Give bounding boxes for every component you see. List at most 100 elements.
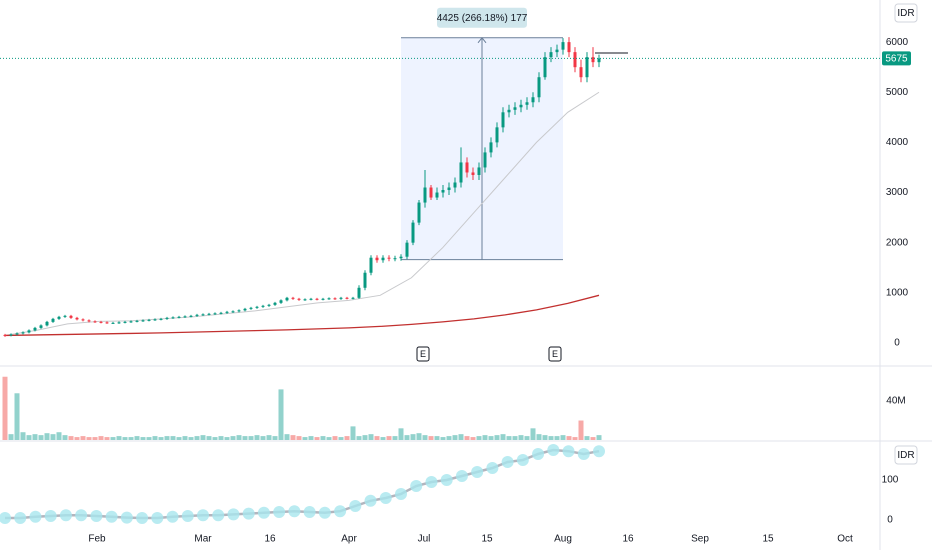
volume-bar bbox=[512, 436, 518, 440]
candle-body bbox=[33, 327, 37, 331]
candle-body bbox=[423, 187, 427, 203]
candle-body bbox=[381, 257, 385, 261]
volume-bar bbox=[212, 437, 218, 440]
currency-box[interactable] bbox=[894, 445, 918, 465]
candle-body bbox=[141, 320, 145, 322]
indicator-tick-label: 100 bbox=[882, 475, 899, 486]
indicator-point bbox=[425, 476, 438, 488]
candle-body bbox=[369, 257, 373, 273]
volume-bar bbox=[260, 436, 266, 440]
candle-body bbox=[387, 257, 391, 259]
candle-body bbox=[279, 300, 283, 303]
volume-bar bbox=[92, 437, 98, 440]
x-tick-label: Oct bbox=[837, 534, 853, 545]
candle-body bbox=[147, 319, 151, 321]
volume-bar bbox=[230, 436, 236, 440]
y-tick-label: 6000 bbox=[886, 37, 909, 48]
candle-body bbox=[57, 316, 61, 319]
candle-body bbox=[429, 187, 433, 198]
candle-body bbox=[525, 102, 529, 105]
candle-body bbox=[357, 287, 361, 298]
volume-bar bbox=[68, 436, 74, 440]
candle-body bbox=[447, 187, 451, 191]
y-tick-label: 1000 bbox=[886, 287, 909, 298]
volume-bar bbox=[428, 436, 434, 440]
candle-body bbox=[573, 52, 577, 68]
candle-body bbox=[63, 315, 67, 317]
candle-body bbox=[585, 57, 589, 78]
volume-bar bbox=[350, 426, 356, 440]
candle-body bbox=[189, 315, 193, 317]
x-tick-label: 16 bbox=[264, 534, 276, 545]
currency-label: IDR bbox=[897, 8, 914, 19]
volume-bar bbox=[26, 435, 32, 440]
volume-bar bbox=[590, 437, 596, 440]
volume-bar bbox=[356, 436, 362, 440]
volume-bar bbox=[290, 435, 296, 440]
volume-bar bbox=[566, 436, 572, 440]
x-tick-label: Feb bbox=[88, 534, 106, 545]
indicator-point bbox=[181, 510, 194, 522]
volume-bar bbox=[206, 436, 212, 440]
candle-body bbox=[495, 127, 499, 143]
candle-body bbox=[375, 257, 379, 261]
candle-body bbox=[195, 314, 199, 316]
candle-body bbox=[453, 182, 457, 188]
candle-body bbox=[309, 298, 313, 300]
moving-average bbox=[4, 294, 600, 337]
volume-bar bbox=[116, 436, 122, 440]
volume-bar bbox=[488, 436, 494, 440]
volume-bar bbox=[326, 437, 332, 440]
y-tick-label: 2000 bbox=[886, 237, 909, 248]
indicator-point bbox=[486, 462, 499, 474]
candle-body bbox=[459, 162, 463, 183]
volume-bar bbox=[164, 436, 170, 440]
indicator-point bbox=[257, 506, 270, 519]
candle-body bbox=[465, 162, 469, 173]
indicator-point bbox=[136, 512, 149, 524]
moving-average bbox=[4, 91, 600, 336]
x-tick-label: Jul bbox=[418, 534, 431, 545]
candle-body bbox=[417, 202, 421, 223]
volume-bar bbox=[530, 428, 536, 440]
candle-body bbox=[243, 308, 247, 311]
currency-box[interactable] bbox=[894, 3, 918, 23]
indicator-point bbox=[151, 512, 164, 524]
candle-body bbox=[297, 298, 301, 300]
candle-body bbox=[69, 315, 73, 318]
candle-body bbox=[261, 305, 265, 307]
candle-body bbox=[3, 334, 7, 336]
indicator-point bbox=[273, 506, 286, 518]
volume-bar bbox=[278, 389, 284, 440]
candle-body bbox=[201, 314, 205, 316]
candle-body bbox=[177, 316, 181, 318]
candle-body bbox=[561, 42, 565, 50]
volume-bar bbox=[104, 437, 110, 440]
volume-bar bbox=[494, 435, 500, 440]
x-tick-label: Sep bbox=[691, 534, 709, 545]
candle-body bbox=[111, 322, 115, 324]
candle-body bbox=[549, 52, 553, 58]
indicator-point bbox=[471, 466, 484, 478]
measure-arrowhead bbox=[477, 36, 487, 44]
indicator-point bbox=[288, 505, 301, 518]
volume-bar bbox=[548, 436, 554, 440]
indicator-point bbox=[349, 500, 362, 512]
y-tick-label: 5000 bbox=[886, 87, 909, 98]
volume-bar bbox=[74, 437, 80, 440]
volume-bar bbox=[368, 434, 374, 440]
candle-body bbox=[273, 302, 277, 305]
indicator-point bbox=[212, 509, 225, 522]
candle-body bbox=[267, 304, 271, 306]
candle-body bbox=[345, 297, 349, 299]
volume-bar bbox=[596, 435, 602, 440]
indicator-point bbox=[242, 507, 255, 520]
volume-bar bbox=[110, 437, 116, 440]
volume-bar bbox=[62, 435, 68, 440]
volume-bar bbox=[254, 435, 260, 440]
volume-bar bbox=[386, 436, 392, 440]
volume-bar bbox=[86, 437, 92, 440]
indicator-point bbox=[410, 480, 423, 492]
volume-bar bbox=[434, 436, 440, 440]
